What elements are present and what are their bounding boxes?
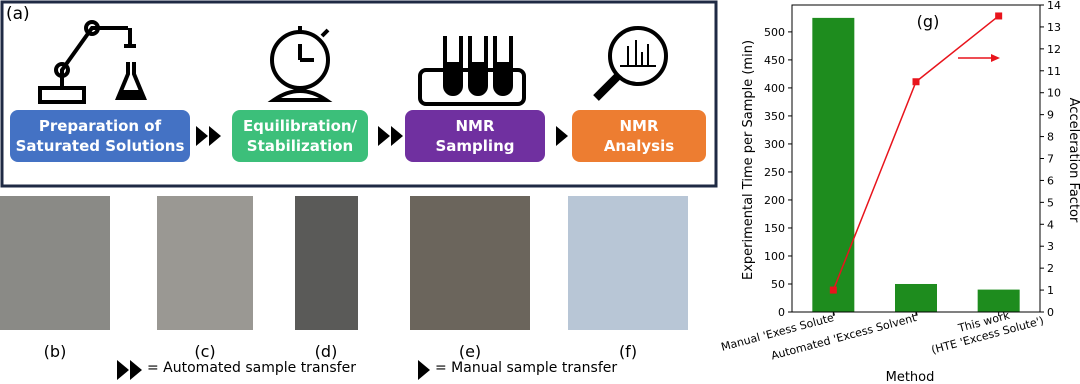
photo-caption: (c): [194, 342, 216, 361]
y2-tick-label: 12: [1047, 43, 1061, 56]
legend-text: = Manual sample transfer: [435, 360, 618, 376]
photo-caption: (f): [618, 342, 638, 361]
y2-tick-label: 3: [1047, 240, 1054, 253]
y-tick-label: 150: [764, 222, 785, 235]
y-tick-label: 250: [764, 166, 785, 179]
y-tick-label: 100: [764, 250, 785, 263]
y-tick-label: 50: [771, 278, 785, 291]
panel-frame: [0, 0, 718, 188]
y2-tick-label: 5: [1047, 196, 1054, 209]
legend-text: = Automated sample transfer: [147, 360, 356, 376]
y-tick-label: 0: [778, 306, 785, 319]
step-box: Preparation of Saturated Solutions: [10, 110, 190, 162]
axis-arrow-head: [991, 54, 1000, 62]
magnifier-icon: [593, 26, 668, 101]
photo-caption: (b): [43, 342, 67, 361]
bar: [895, 283, 937, 312]
marker: [912, 78, 920, 86]
stopwatch-icon: [267, 26, 333, 102]
y2-tick-label: 0: [1047, 306, 1054, 319]
line: [832, 15, 1000, 291]
flask-liquid: [116, 90, 146, 98]
x-axis-label: Method: [886, 370, 935, 384]
y2-tick-label: 7: [1047, 153, 1054, 166]
y2-axis-label: Acceleration Factor: [1066, 98, 1080, 223]
annotation: (g): [917, 12, 940, 31]
y2-tick-label: 14: [1047, 0, 1061, 12]
photo-caption: (d): [314, 342, 338, 361]
y2-tick-label: 9: [1047, 109, 1054, 122]
bar: [812, 17, 855, 312]
y2-tick-label: 11: [1047, 65, 1061, 78]
y2-tick-label: 2: [1047, 262, 1054, 275]
step-box: NMR Analysis: [572, 110, 706, 162]
tube-liquid: [445, 62, 511, 94]
transfer-arrows: [117, 126, 568, 380]
y2-tick-label: 1: [1047, 284, 1054, 297]
marker: [995, 12, 1003, 20]
y-tick-label: 400: [764, 82, 785, 95]
step-box: NMR Sampling: [405, 110, 545, 162]
y-tick-label: 500: [764, 26, 785, 39]
y2-tick-label: 6: [1047, 174, 1054, 187]
y-tick-label: 300: [764, 138, 785, 151]
photo-caption: (e): [458, 342, 482, 361]
marker: [829, 286, 837, 294]
y-tick-label: 200: [764, 194, 785, 207]
y2-tick-label: 4: [1047, 218, 1054, 231]
step-box: Equilibration/ Stabilization: [232, 110, 368, 162]
y2-tick-label: 13: [1047, 21, 1061, 34]
y2-tick-label: 10: [1047, 87, 1061, 100]
y2-tick-label: 8: [1047, 131, 1054, 144]
y-tick-label: 450: [764, 54, 785, 67]
panel-label: (a): [6, 4, 30, 24]
x-tick-label: Automated 'Excess Solvent': [770, 310, 921, 362]
bar: [977, 289, 1020, 312]
y-tick-label: 350: [764, 110, 785, 123]
y-axis-label: Experimental Time per Sample (min): [741, 40, 756, 280]
photo: [0, 196, 688, 330]
